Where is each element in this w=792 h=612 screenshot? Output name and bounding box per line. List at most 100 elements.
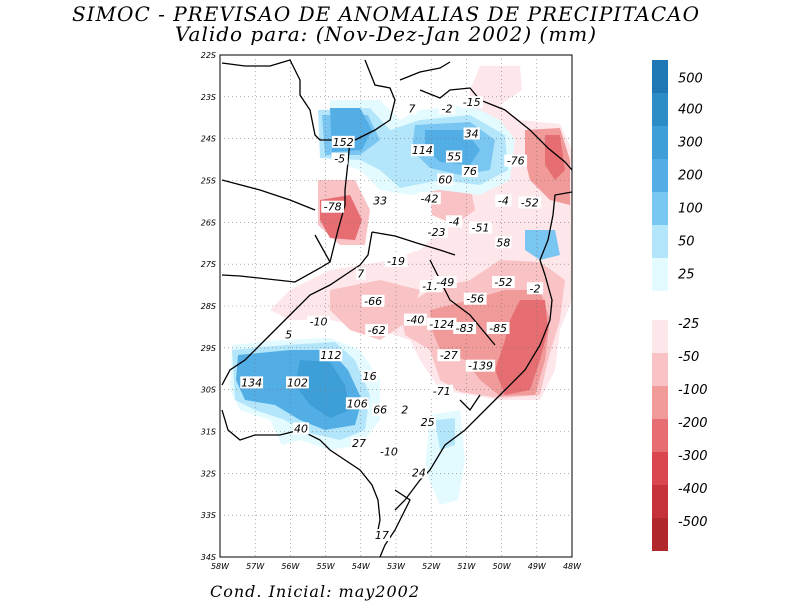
colorbar-swatch xyxy=(652,320,668,353)
value-label: -4 xyxy=(449,215,460,228)
value-label: -66 xyxy=(364,295,382,308)
colorbar-swatch xyxy=(652,419,668,452)
value-label-bg xyxy=(425,225,448,238)
value-label: -23 xyxy=(427,226,445,239)
lat-tick-label: 31S xyxy=(201,428,216,437)
value-label-bg xyxy=(491,275,515,288)
value-label: -19 xyxy=(387,255,405,268)
border-line xyxy=(371,231,456,256)
lon-tick-label: 53W xyxy=(387,562,406,571)
value-label: -85 xyxy=(489,322,507,335)
value-label-bg xyxy=(453,322,477,335)
colorbar-swatch xyxy=(652,353,668,386)
value-label-bg xyxy=(433,275,457,288)
value-label: -49 xyxy=(436,276,454,289)
value-label-bg xyxy=(331,152,348,165)
value-label-bg xyxy=(461,165,479,178)
value-label-bg xyxy=(403,313,427,326)
field-ne-blue xyxy=(525,230,560,260)
anomaly-fields xyxy=(230,66,572,505)
value-label: 7 xyxy=(408,102,415,115)
value-label-bg xyxy=(463,127,480,140)
border-line xyxy=(394,191,573,511)
value-label-bg xyxy=(372,403,389,416)
colorbar-label: 400 xyxy=(678,103,703,118)
value-label-bg xyxy=(445,150,463,163)
border-line xyxy=(429,259,496,346)
value-label: -27 xyxy=(440,349,458,362)
value-label-bg xyxy=(361,370,378,383)
value-label: -56 xyxy=(466,293,484,306)
value-label-bg xyxy=(384,255,408,268)
value-label: 7 xyxy=(357,268,364,281)
border-line xyxy=(221,59,351,283)
value-label: 34 xyxy=(465,127,479,140)
colorbar-swatch xyxy=(652,93,668,126)
value-label-bg xyxy=(361,294,385,307)
value-label: -52 xyxy=(521,197,539,210)
map-subtitle: Valido para: (Nov-Dez-Jan 2002) (mm) xyxy=(174,22,598,46)
colorbar-label: -25 xyxy=(678,317,699,332)
lon-ticks: 58W 57W 56W 55W 54W 53W 52W 51W 50W 49W 48W xyxy=(211,562,582,571)
value-label-bg xyxy=(373,529,391,542)
value-label: -2 xyxy=(530,282,541,295)
colorbar-label: -100 xyxy=(678,383,708,398)
value-label-bg xyxy=(463,292,487,305)
border-line xyxy=(354,59,396,141)
value-label: 17 xyxy=(375,529,389,542)
colorbar-label: -50 xyxy=(678,350,699,365)
value-label-bg xyxy=(504,154,528,167)
value-label: 5 xyxy=(285,328,292,341)
value-label: 40 xyxy=(294,422,308,435)
colorbar-swatch xyxy=(652,258,668,291)
lat-tick-label: 30S xyxy=(201,386,216,395)
value-label: 55 xyxy=(447,150,461,163)
field-south-deep-blue xyxy=(295,360,350,418)
colorbar-swatch xyxy=(652,386,668,419)
lon-tick-label: 55W xyxy=(317,562,336,571)
colorbar-swatch xyxy=(652,159,668,192)
value-label-bg xyxy=(495,236,512,249)
value-label-bg xyxy=(321,200,345,213)
value-label-bg xyxy=(418,192,441,205)
lat-tick-label: 23S xyxy=(201,93,216,102)
colorbar-label: 50 xyxy=(678,235,695,250)
lon-tick-label: 48W xyxy=(563,562,582,571)
value-label: 152 xyxy=(333,136,354,149)
lat-tick-label: 29S xyxy=(201,344,216,353)
value-label: -52 xyxy=(494,276,512,289)
colorbar-swatch xyxy=(652,518,668,551)
value-label-bg xyxy=(356,267,366,280)
colorbar-label: 200 xyxy=(678,169,703,184)
value-label-bg xyxy=(411,144,434,157)
colorbar-label: 300 xyxy=(678,136,703,151)
initial-condition-label: Cond. Inicial: may2002 xyxy=(210,582,421,601)
value-label: 27 xyxy=(352,437,366,450)
value-label: 58 xyxy=(496,236,510,249)
value-label: -139 xyxy=(468,360,493,373)
lon-tick-label: 58W xyxy=(211,562,230,571)
value-label-bg xyxy=(286,376,309,389)
lon-tick-label: 49W xyxy=(528,562,547,571)
value-label-bg xyxy=(438,102,456,115)
field-ne-deep-red xyxy=(545,135,565,180)
border-line xyxy=(221,409,381,531)
border-line xyxy=(221,179,316,211)
lat-tick-label: 33S xyxy=(201,511,216,520)
colorbar-swatch xyxy=(652,225,668,258)
field-coast-red xyxy=(495,300,548,395)
value-label: 106 xyxy=(347,397,368,410)
lat-tick-label: 28S xyxy=(201,302,216,311)
value-label: -83 xyxy=(456,322,474,335)
value-label: -71 xyxy=(433,385,451,398)
value-label: -4 xyxy=(498,194,509,207)
border-line xyxy=(459,394,481,412)
lon-tick-label: 54W xyxy=(352,562,371,571)
value-label: -51 xyxy=(471,222,489,235)
value-label: -124 xyxy=(429,318,454,331)
border-line xyxy=(314,234,331,263)
colorbar-swatch xyxy=(652,192,668,225)
value-label-bg xyxy=(460,96,484,109)
colorbar-label: -300 xyxy=(678,449,708,464)
value-label: -15 xyxy=(463,96,481,109)
